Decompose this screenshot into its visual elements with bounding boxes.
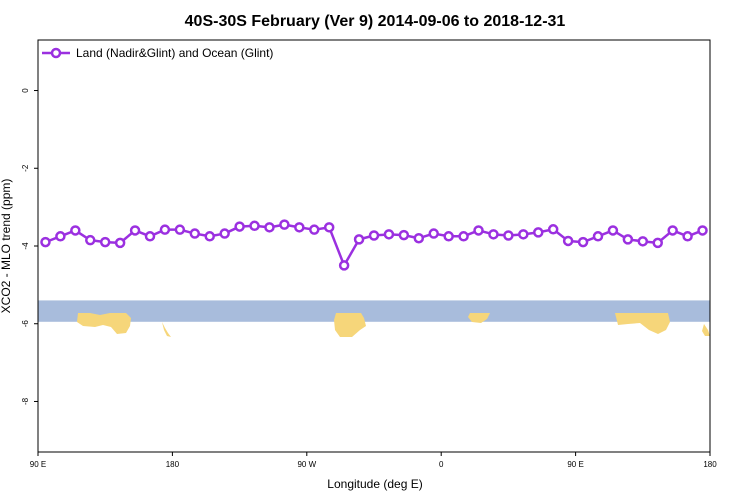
data-point <box>70 225 81 236</box>
data-point <box>383 229 395 240</box>
data-point <box>353 234 365 245</box>
data-point <box>338 260 350 271</box>
data-point <box>279 219 290 230</box>
data-point <box>129 225 141 236</box>
x-axis: 90 E 180 90 W 0 90 E 180 <box>30 452 717 469</box>
data-point <box>652 237 663 249</box>
data-point <box>264 222 275 233</box>
data-point <box>368 230 380 241</box>
data-point <box>428 228 439 239</box>
data-point <box>622 234 634 245</box>
data-point <box>562 235 574 247</box>
data-point <box>249 220 260 232</box>
legend-marker <box>50 47 62 59</box>
data-point <box>294 222 305 233</box>
land-shape <box>77 313 131 334</box>
legend-label: Land (Nadir&Glint) and Ocean (Glint) <box>76 46 273 60</box>
land-shape <box>334 313 366 337</box>
data-point <box>85 234 96 246</box>
data-point <box>99 236 111 248</box>
y-tick-label: -8 <box>21 397 30 405</box>
y-tick-label: 0 <box>21 88 30 93</box>
series-layer <box>40 219 708 271</box>
land-shape <box>615 313 670 334</box>
y-tick-label: -2 <box>21 164 30 172</box>
data-point <box>114 237 126 249</box>
data-point <box>204 231 215 242</box>
data-point <box>159 224 171 235</box>
data-point <box>547 224 559 235</box>
data-point <box>398 229 410 241</box>
map-strip <box>38 300 710 337</box>
x-tick-label: 180 <box>703 460 717 469</box>
data-point <box>503 230 514 241</box>
data-point <box>518 229 529 240</box>
legend: Land (Nadir&Glint) and Ocean (Glint) <box>42 46 273 60</box>
data-point <box>637 236 649 247</box>
data-point <box>443 231 454 242</box>
land-shape <box>162 322 171 337</box>
chart-title: 40S-30S February (Ver 9) 2014-09-06 to 2… <box>185 13 566 30</box>
x-tick-label: 90 E <box>30 460 46 469</box>
x-axis-label: Longitude (deg E) <box>327 477 422 491</box>
data-point <box>189 228 201 239</box>
data-point <box>533 227 544 238</box>
data-point <box>667 225 678 236</box>
land-shape <box>468 313 490 323</box>
y-tick-label: -4 <box>21 242 30 250</box>
data-point <box>55 231 66 242</box>
data-point <box>607 225 619 236</box>
ocean-band <box>38 300 710 322</box>
data-point <box>309 224 320 235</box>
data-point <box>577 236 589 248</box>
x-tick-label: 90 E <box>567 460 583 469</box>
data-point <box>592 231 604 242</box>
data-point <box>40 236 51 248</box>
data-point <box>323 222 335 233</box>
land-shape <box>702 324 710 336</box>
y-tick-label: -6 <box>21 320 30 328</box>
data-point <box>413 232 425 244</box>
data-point <box>219 228 230 239</box>
x-tick-label: 0 <box>439 460 444 469</box>
y-axis: 0 -2 -4 -6 -8 <box>21 88 38 405</box>
data-point <box>144 231 156 242</box>
data-point <box>682 231 693 242</box>
data-point <box>234 221 245 232</box>
plot-frame <box>37 39 711 453</box>
x-tick-label: 180 <box>166 460 180 469</box>
data-point <box>174 224 186 235</box>
y-axis-label: XCO2 - MLO trend (ppm) <box>0 179 13 314</box>
data-point <box>458 231 469 242</box>
data-point <box>473 225 484 236</box>
x-tick-label: 90 W <box>297 460 316 469</box>
data-point <box>697 225 708 236</box>
data-point <box>488 229 499 240</box>
